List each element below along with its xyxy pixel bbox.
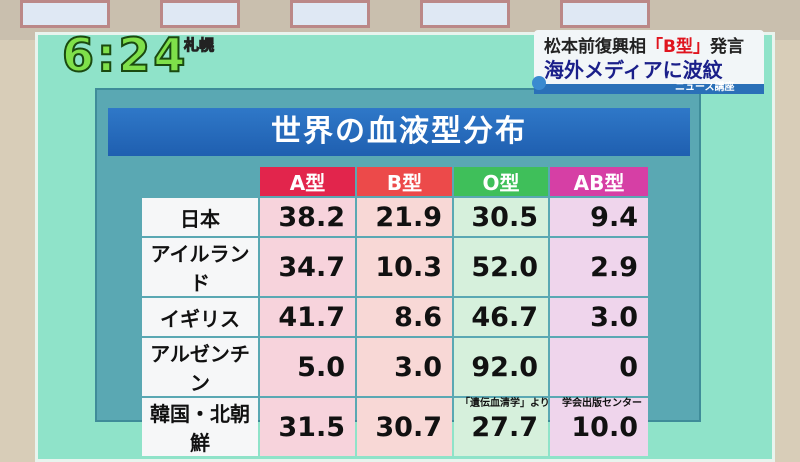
telop-line2: 海外メディアに波紋 bbox=[544, 58, 723, 82]
table-row: アイルランド 34.7 10.3 52.0 2.9 bbox=[142, 238, 648, 296]
board-title: 世界の血液型分布 bbox=[108, 108, 690, 156]
table-row: 韓国・北朝鮮 31.5 30.7 27.7 10.0 bbox=[142, 398, 648, 456]
value-b: 21.9 bbox=[357, 198, 452, 236]
source-citation: 「遺伝血清学」より bbox=[460, 398, 550, 409]
source-publisher: 学会出版センター bbox=[562, 398, 642, 409]
country-label: 韓国・北朝鮮 bbox=[142, 398, 258, 456]
header-o: O型 bbox=[454, 167, 548, 196]
corner-cell bbox=[142, 167, 258, 196]
value-b: 10.3 bbox=[357, 238, 452, 296]
telop-bar bbox=[534, 84, 764, 94]
value-b: 30.7 bbox=[357, 398, 452, 456]
table-row: アルゼンチン 5.0 3.0 92.0 0 bbox=[142, 338, 648, 396]
table-row: イギリス 41.7 8.6 46.7 3.0 bbox=[142, 298, 648, 336]
clock-city: 札幌 bbox=[183, 36, 215, 55]
clock-time: 6:24 bbox=[61, 27, 189, 83]
country-label: 日本 bbox=[142, 198, 258, 236]
telop-dot-icon bbox=[532, 76, 546, 90]
value-ab: 0 bbox=[550, 338, 648, 396]
wall-picture bbox=[420, 0, 510, 28]
value-ab: 10.0 bbox=[550, 398, 648, 456]
value-o: 30.5 bbox=[454, 198, 548, 236]
country-label: イギリス bbox=[142, 298, 258, 336]
header-b: B型 bbox=[357, 167, 452, 196]
value-ab: 9.4 bbox=[550, 198, 648, 236]
country-label: アイルランド bbox=[142, 238, 258, 296]
value-a: 38.2 bbox=[260, 198, 355, 236]
value-ab: 2.9 bbox=[550, 238, 648, 296]
telop-line1: 松本前復興相「B型」発言 bbox=[544, 32, 744, 57]
telop-highlight: 「B型」 bbox=[646, 37, 710, 57]
value-b: 8.6 bbox=[357, 298, 452, 336]
value-b: 3.0 bbox=[357, 338, 452, 396]
blood-type-table: A型 B型 O型 AB型 日本 38.2 21.9 30.5 9.4 アイルラン… bbox=[140, 165, 650, 458]
value-o: 27.7 bbox=[454, 398, 548, 456]
table-row: 日本 38.2 21.9 30.5 9.4 bbox=[142, 198, 648, 236]
value-o: 46.7 bbox=[454, 298, 548, 336]
header-ab: AB型 bbox=[550, 167, 648, 196]
wall-picture bbox=[560, 0, 650, 28]
value-a: 41.7 bbox=[260, 298, 355, 336]
value-o: 52.0 bbox=[454, 238, 548, 296]
wall-picture bbox=[20, 0, 110, 28]
value-a: 34.7 bbox=[260, 238, 355, 296]
value-a: 31.5 bbox=[260, 398, 355, 456]
wall-picture bbox=[290, 0, 370, 28]
news-telop: 松本前復興相「B型」発言 海外メディアに波紋 bbox=[534, 30, 764, 86]
country-label: アルゼンチン bbox=[142, 338, 258, 396]
value-ab: 3.0 bbox=[550, 298, 648, 336]
value-o: 92.0 bbox=[454, 338, 548, 396]
header-a: A型 bbox=[260, 167, 355, 196]
value-a: 5.0 bbox=[260, 338, 355, 396]
telop-subject: 松本前復興相 bbox=[544, 37, 646, 57]
telop-remark: 発言 bbox=[709, 37, 744, 57]
wall-picture bbox=[160, 0, 240, 28]
program-logo: ニュース講座 bbox=[675, 82, 735, 93]
header-row: A型 B型 O型 AB型 bbox=[142, 167, 648, 196]
